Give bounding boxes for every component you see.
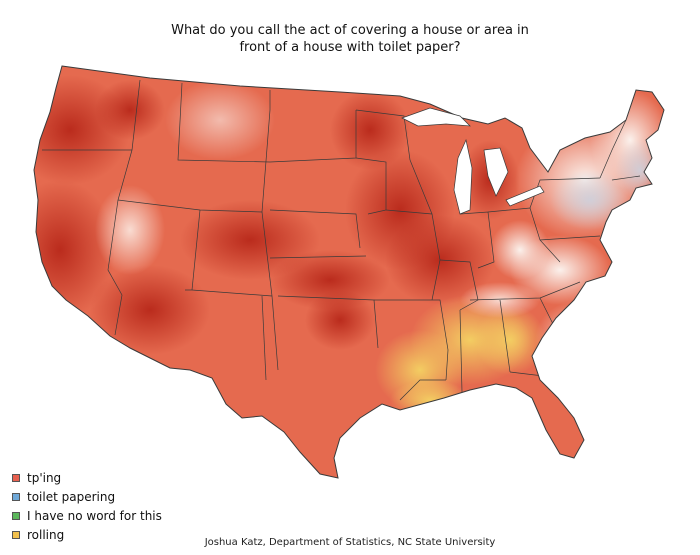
legend-label-rolling: rolling <box>27 527 65 542</box>
map-title-line-2: front of a house with toilet paper? <box>239 40 461 55</box>
lake-huron <box>483 147 509 197</box>
map-legend: tp'ing toilet papering I have no word fo… <box>12 468 162 544</box>
legend-swatch-toilet-papering <box>12 492 20 501</box>
legend-label-tping: tp'ing <box>27 470 62 485</box>
legend-label-no-word: I have no word for this <box>27 508 162 523</box>
lake-michigan <box>453 138 473 215</box>
legend-item-rolling: rolling <box>12 525 162 544</box>
legend-swatch-no-word <box>12 511 20 520</box>
legend-item-tping: tp'ing <box>12 468 162 487</box>
legend-swatch-rolling <box>12 530 20 539</box>
legend-swatch-tping <box>12 473 20 482</box>
map-title-line-1: What do you call the act of covering a h… <box>171 23 529 38</box>
map-credit: Joshua Katz, Department of Statistics, N… <box>204 537 496 548</box>
lake-erie <box>505 185 545 207</box>
legend-item-toilet-papering: toilet papering <box>12 487 162 506</box>
map-title: What do you call the act of covering a h… <box>170 22 530 56</box>
legend-item-no-word: I have no word for this <box>12 506 162 525</box>
lake-superior <box>401 107 471 127</box>
legend-label-toilet-papering: toilet papering <box>27 489 116 504</box>
